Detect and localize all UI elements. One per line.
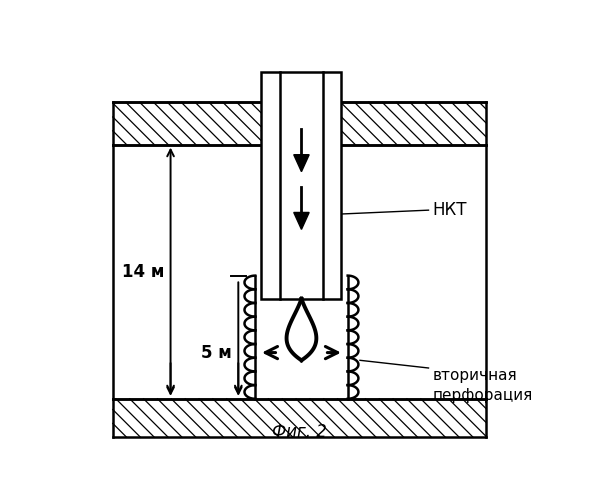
Text: вторичная
перфорация: вторичная перфорация [432, 368, 533, 403]
Polygon shape [294, 212, 309, 230]
Text: НКТ: НКТ [432, 201, 467, 219]
Polygon shape [294, 154, 309, 172]
Text: 14 м: 14 м [122, 263, 164, 281]
Polygon shape [286, 298, 316, 360]
Text: 5 м: 5 м [202, 344, 232, 361]
Text: Фиг. 2: Фиг. 2 [272, 423, 327, 441]
Bar [261, 72, 341, 298]
